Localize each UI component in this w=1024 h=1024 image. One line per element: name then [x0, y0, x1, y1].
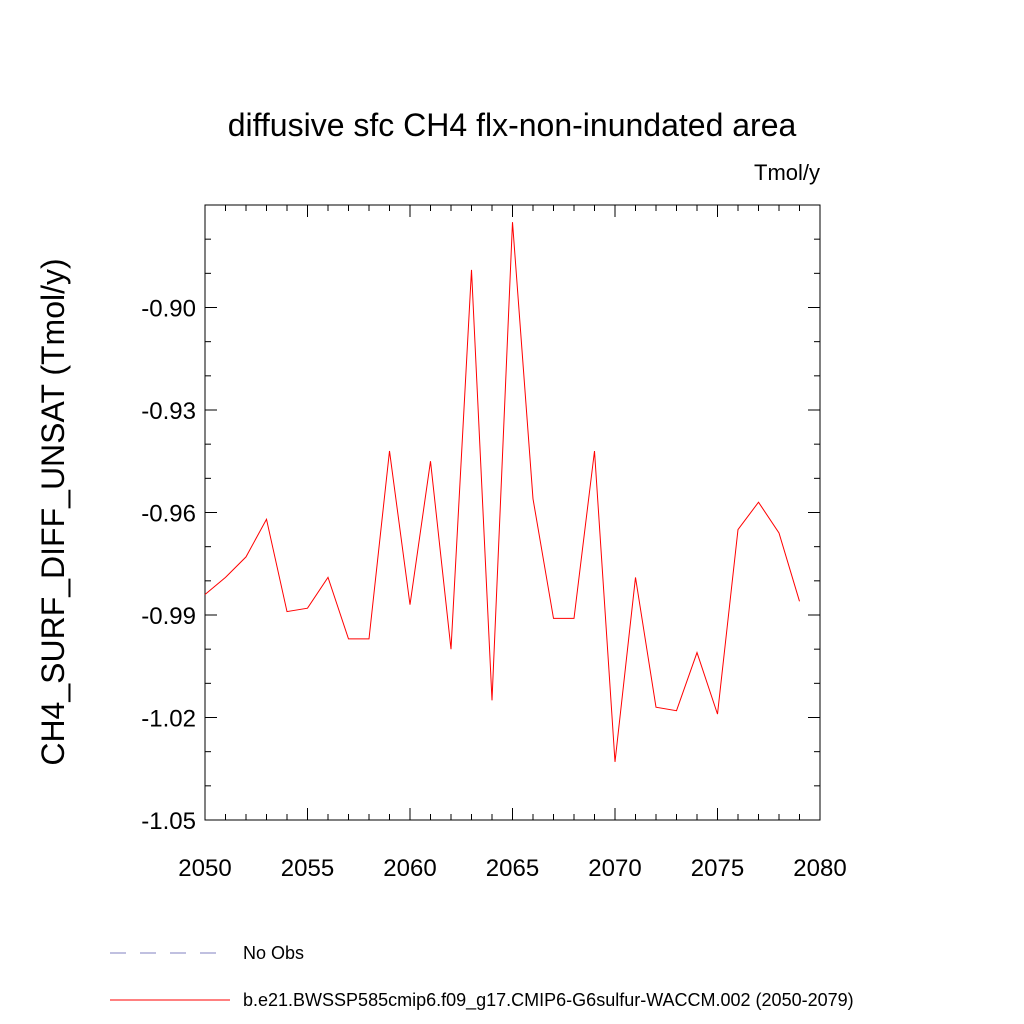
legend-label-model-run: b.e21.BWSSP585cmip6.f09_g17.CMIP6-G6sulf…	[243, 990, 854, 1011]
x-tick-label: 2050	[178, 855, 231, 882]
x-tick-label: 2055	[281, 855, 334, 882]
x-tick-label: 2065	[486, 855, 539, 882]
units-label: Tmol/y	[754, 160, 820, 185]
legend-label-no-obs: No Obs	[243, 943, 304, 963]
legend: No Obs b.e21.BWSSP585cmip6.f09_g17.CMIP6…	[110, 943, 854, 1011]
x-tick-label: 2075	[691, 855, 744, 882]
y-axis-ticks: -1.05 -1.02 -0.99 -0.96 -0.93 -0.90	[141, 238, 820, 835]
y-tick-label: -1.02	[141, 706, 196, 733]
x-tick-label: 2080	[793, 855, 846, 882]
y-tick-label: -1.05	[141, 808, 196, 835]
y-axis-label: CH4_SURF_DIFF_UNSAT (Tmol/y)	[35, 258, 71, 765]
series-line-0	[204, 222, 800, 762]
x-tick-label: 2070	[588, 855, 641, 882]
y-tick-label: -0.90	[141, 296, 196, 323]
x-axis-ticks: 2050 2055 2060 2065 2070 2075 2080	[178, 205, 847, 882]
y-tick-label: -0.99	[141, 603, 196, 630]
y-tick-label: -0.93	[141, 398, 196, 425]
chart-title: diffusive sfc CH4 flx-non-inundated area	[228, 107, 797, 143]
plot-frame	[204, 204, 821, 821]
x-tick-label: 2060	[383, 855, 436, 882]
y-tick-label: -0.96	[141, 501, 196, 528]
data-series	[204, 222, 800, 762]
